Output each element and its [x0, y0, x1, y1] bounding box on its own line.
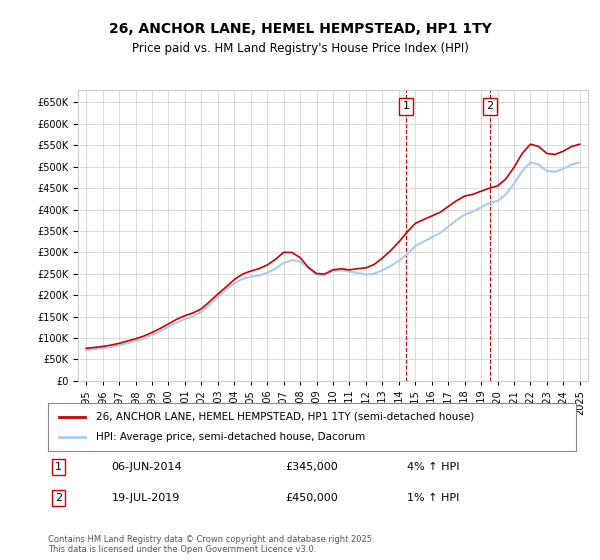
- Text: 1: 1: [55, 462, 62, 472]
- Text: £345,000: £345,000: [286, 462, 338, 472]
- Text: 4% ↑ HPI: 4% ↑ HPI: [407, 462, 460, 472]
- Text: 2: 2: [487, 101, 494, 111]
- Text: 06-JUN-2014: 06-JUN-2014: [112, 462, 182, 472]
- Text: Contains HM Land Registry data © Crown copyright and database right 2025.
This d: Contains HM Land Registry data © Crown c…: [48, 535, 374, 554]
- Text: 1% ↑ HPI: 1% ↑ HPI: [407, 493, 460, 503]
- Text: Price paid vs. HM Land Registry's House Price Index (HPI): Price paid vs. HM Land Registry's House …: [131, 42, 469, 55]
- Text: 1: 1: [403, 101, 409, 111]
- Text: 2: 2: [55, 493, 62, 503]
- Text: £450,000: £450,000: [286, 493, 338, 503]
- Text: 19-JUL-2019: 19-JUL-2019: [112, 493, 180, 503]
- Text: 26, ANCHOR LANE, HEMEL HEMPSTEAD, HP1 1TY: 26, ANCHOR LANE, HEMEL HEMPSTEAD, HP1 1T…: [109, 22, 491, 36]
- Text: HPI: Average price, semi-detached house, Dacorum: HPI: Average price, semi-detached house,…: [95, 432, 365, 442]
- Text: 26, ANCHOR LANE, HEMEL HEMPSTEAD, HP1 1TY (semi-detached house): 26, ANCHOR LANE, HEMEL HEMPSTEAD, HP1 1T…: [95, 412, 474, 422]
